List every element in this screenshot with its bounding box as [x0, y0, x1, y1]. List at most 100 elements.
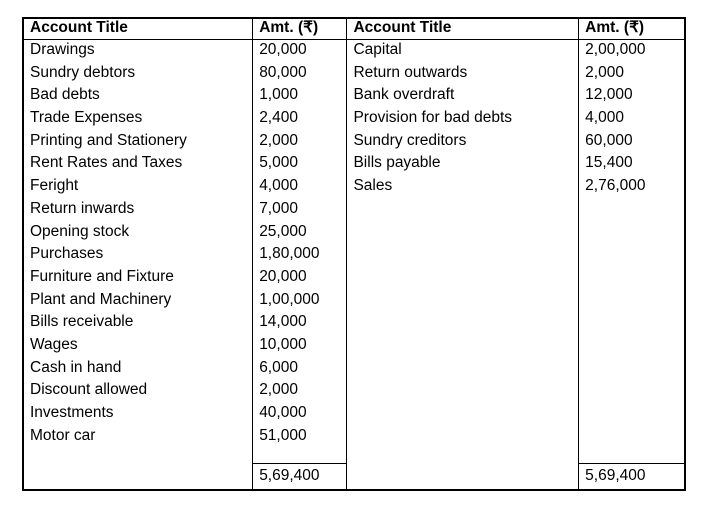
- debit-amount: 2,400: [252, 107, 348, 130]
- debit-amount: 14,000: [252, 311, 348, 334]
- credit-amount: 2,000: [585, 63, 624, 81]
- debit-account-title: Drawings: [23, 39, 254, 62]
- table-row: Feright 4,000 Sales 2,76,000: [23, 175, 685, 198]
- credit-account-title-empty: [346, 402, 580, 425]
- debit-total-label-empty: [23, 463, 254, 491]
- header-debit-account-title: Account Title: [23, 18, 254, 40]
- credit-amount-empty: [579, 425, 685, 448]
- debit-account-title: Bad debts: [23, 84, 254, 108]
- credit-amount: 2,00,000: [585, 41, 646, 59]
- header-credit-account-title: Account Title: [346, 18, 580, 40]
- debit-account-title: Cash in hand: [23, 356, 254, 380]
- debit-amount: 80,000: [252, 61, 348, 85]
- credit-amount-empty: [579, 334, 685, 357]
- table-row: Printing and Stationery 2,000 Sundry cre…: [23, 129, 685, 153]
- debit-amount: 6,000: [252, 356, 348, 380]
- debit-amount: 4,000: [252, 175, 348, 198]
- debit-total-amount: 5,69,400: [252, 462, 348, 491]
- credit-amount: 12,000: [585, 86, 633, 104]
- debit-account-title: Return inwards: [23, 197, 254, 221]
- credit-account-title: Provision for bad debts: [346, 107, 580, 130]
- credit-amount-empty: [579, 198, 685, 221]
- debit-amount: 2,000: [252, 379, 348, 402]
- debit-amount: 10,000: [252, 333, 348, 357]
- debit-account-title: Sundry debtors: [23, 61, 254, 85]
- credit-amount-empty: [579, 266, 685, 289]
- spacer-row: [23, 447, 685, 464]
- credit-account-title-empty: [346, 333, 580, 357]
- credit-amount-empty: [579, 311, 685, 334]
- debit-amount: 7,000: [252, 197, 348, 221]
- debit-account-title: Rent Rates and Taxes: [23, 152, 254, 176]
- total-row: 5,69,400 5,69,400: [23, 462, 685, 491]
- trial-balance-table: Account Title Amt. (₹) Account Title Amt…: [22, 17, 686, 492]
- debit-amount: 2,000: [252, 129, 348, 153]
- credit-account-title-empty: [346, 197, 580, 221]
- credit-amount-empty: [579, 379, 685, 402]
- table-row: Drawings 20,000 Capital 2,00,000: [23, 39, 685, 62]
- credit-account-title: Bank overdraft: [346, 84, 580, 108]
- debit-account-title: Motor car: [23, 424, 254, 448]
- debit-account-title: Purchases: [23, 243, 254, 266]
- table-row: Sundry debtors 80,000 Return outwards 2,…: [23, 61, 685, 85]
- debit-account-title: Plant and Machinery: [23, 288, 254, 312]
- credit-account-title: Sundry creditors: [346, 129, 580, 153]
- header-credit-amount: Amt. (₹): [578, 18, 685, 40]
- credit-account-title-empty: [346, 265, 580, 289]
- credit-account-title: Capital: [346, 39, 580, 62]
- debit-account-title: Printing and Stationery: [23, 129, 254, 153]
- table-row: Discount allowed 2,000: [23, 379, 685, 402]
- credit-amount-empty: [579, 243, 685, 266]
- credit-amount: 2,76,000: [585, 177, 646, 195]
- spacer-cell: [252, 447, 348, 464]
- table-row: Wages 10,000: [23, 333, 685, 357]
- credit-account-title-empty: [346, 356, 580, 380]
- debit-amount: 1,00,000: [252, 288, 348, 312]
- debit-account-title: Investments: [23, 402, 254, 425]
- credit-amount: 60,000: [585, 131, 633, 149]
- spacer-cell: [346, 447, 580, 464]
- spacer-cell: [579, 447, 685, 463]
- debit-amount: 20,000: [252, 265, 348, 289]
- credit-amount-empty: [579, 221, 685, 244]
- debit-amount: 5,000: [252, 152, 348, 176]
- table-row: Bad debts 1,000 Bank overdraft 12,000: [23, 84, 685, 108]
- table-row: Purchases 1,80,000: [23, 243, 685, 266]
- credit-total-label-empty: [346, 463, 580, 491]
- credit-account-title: Return outwards: [346, 61, 580, 85]
- table-row: Bills receivable 14,000: [23, 311, 685, 334]
- table-row: Return inwards 7,000: [23, 197, 685, 221]
- table-row: Opening stock 25,000: [23, 220, 685, 244]
- table-row: Rent Rates and Taxes 5,000 Bills payable…: [23, 152, 685, 176]
- credit-account-title-empty: [346, 379, 580, 402]
- table-row: Investments 40,000: [23, 402, 685, 425]
- credit-amount-empty: [579, 289, 685, 312]
- credit-amount: 15,400: [585, 154, 633, 172]
- table-row: Trade Expenses 2,400 Provision for bad d…: [23, 107, 685, 130]
- debit-account-title: Furniture and Fixture: [23, 265, 254, 289]
- debit-amount: 51,000: [252, 424, 348, 448]
- debit-amount: 1,000: [252, 84, 348, 108]
- credit-account-title: Bills payable: [346, 152, 580, 176]
- credit-amount-empty: [579, 402, 685, 425]
- spacer-cell: [23, 447, 254, 464]
- debit-account-title: Feright: [23, 175, 254, 198]
- debit-amount: 25,000: [252, 220, 348, 244]
- credit-total-amount: 5,69,400: [578, 462, 685, 491]
- debit-amount: 40,000: [252, 402, 348, 425]
- table-row: Furniture and Fixture 20,000: [23, 265, 685, 289]
- debit-account-title: Opening stock: [23, 220, 254, 244]
- credit-account-title-empty: [346, 220, 580, 244]
- credit-account-title: Sales: [346, 175, 580, 198]
- debit-account-title: Trade Expenses: [23, 107, 254, 130]
- table-row: Cash in hand 6,000: [23, 356, 685, 380]
- credit-amount: 4,000: [585, 109, 624, 127]
- debit-amount: 1,80,000: [252, 243, 348, 266]
- credit-account-title-empty: [346, 243, 580, 266]
- table-row: Plant and Machinery 1,00,000: [23, 288, 685, 312]
- credit-account-title-empty: [346, 424, 580, 448]
- header-debit-amount: Amt. (₹): [252, 18, 348, 40]
- debit-amount: 20,000: [252, 39, 348, 62]
- credit-account-title-empty: [346, 288, 580, 312]
